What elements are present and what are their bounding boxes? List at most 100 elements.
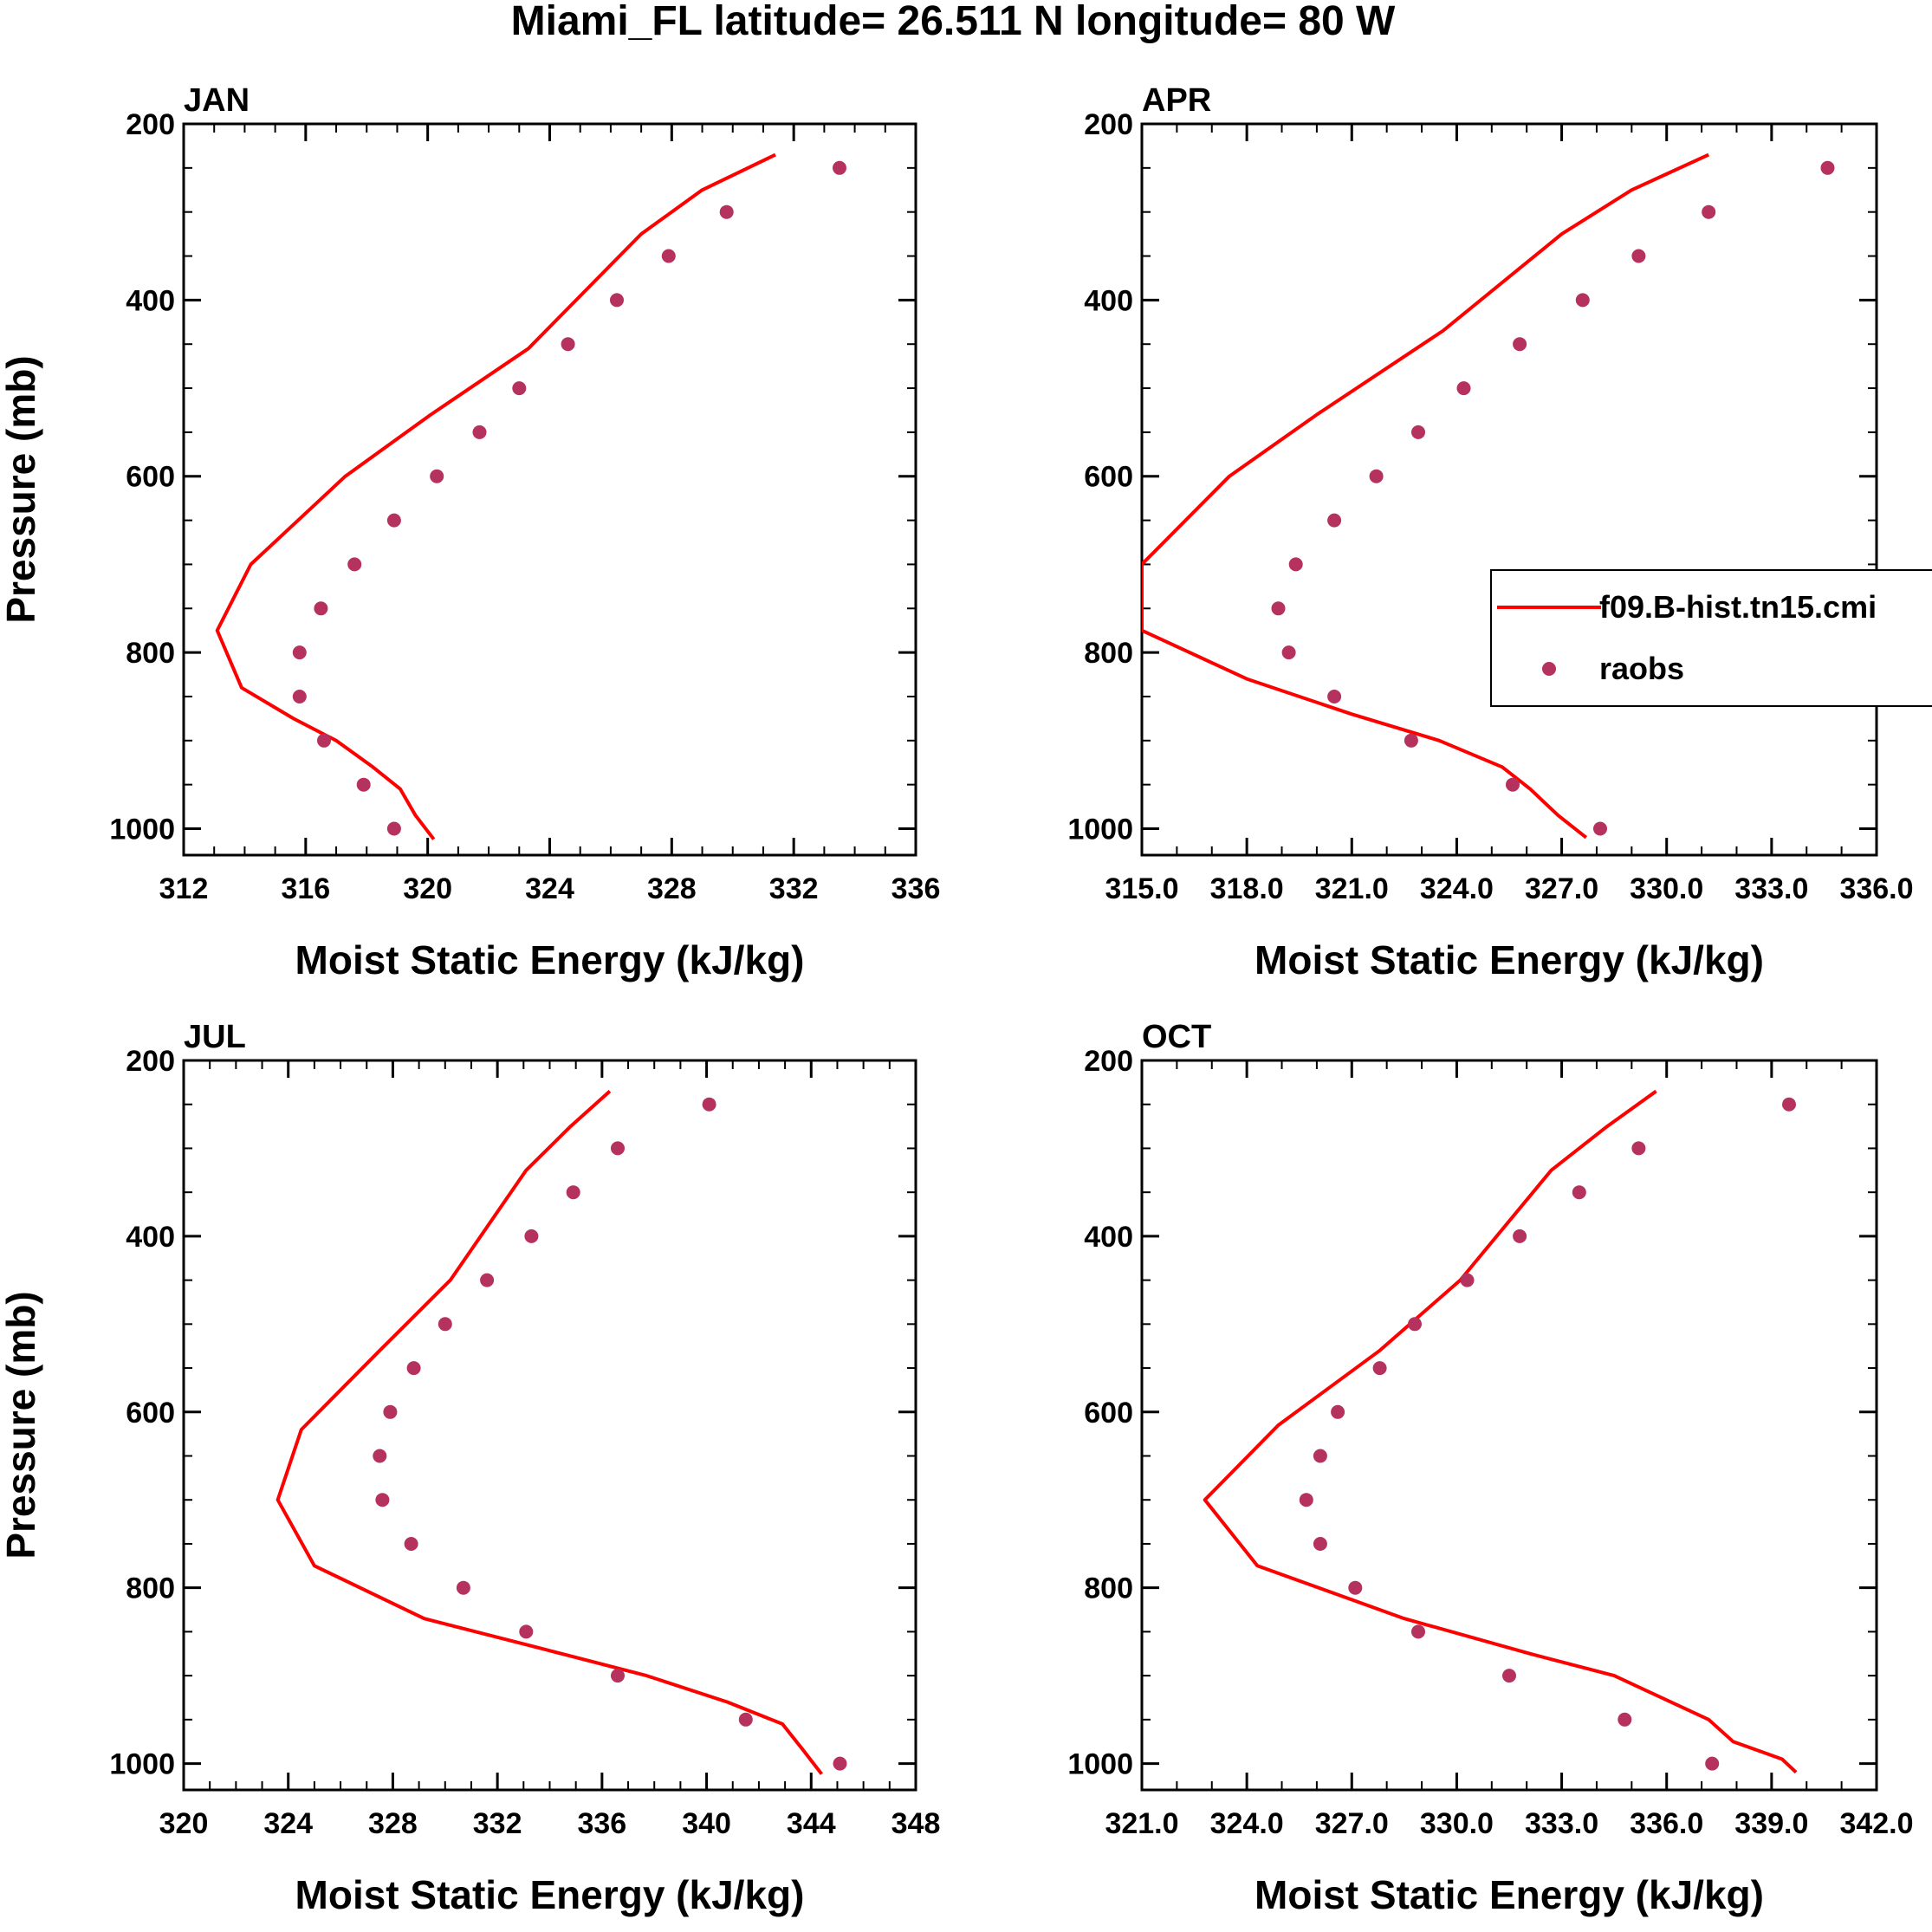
jul-raobs-point bbox=[611, 1141, 625, 1156]
jul-raobs-point bbox=[373, 1449, 387, 1463]
jan-y-tick-label: 800 bbox=[126, 637, 175, 670]
apr-raobs-point bbox=[1271, 601, 1286, 616]
apr-x-tick-label: 333.0 bbox=[1734, 872, 1808, 905]
jul-x-tick-label: 332 bbox=[473, 1807, 522, 1840]
panel-jan: 312 316 320 324 328 332 336 200 400 600 800 1000 JAN… bbox=[0, 82, 940, 982]
oct-model-line bbox=[1203, 1089, 1798, 1774]
oct-x-tick-label: 330.0 bbox=[1420, 1807, 1494, 1840]
jan-raobs-point bbox=[292, 645, 307, 660]
apr-y-tick-label: 1000 bbox=[1067, 813, 1133, 846]
legend-marker-swatch bbox=[1542, 662, 1556, 676]
jan-y-tick-label: 400 bbox=[126, 284, 175, 317]
apr-panel-title: APR bbox=[1142, 82, 1211, 119]
jul-raobs-point bbox=[566, 1185, 580, 1200]
jan-raobs-point bbox=[356, 777, 371, 792]
jan-raobs-point bbox=[430, 469, 444, 483]
apr-y-tick-label: 200 bbox=[1084, 108, 1133, 141]
apr-x-tick-label: 318.0 bbox=[1210, 872, 1284, 905]
legend-marker-label: raobs bbox=[1599, 651, 1684, 686]
apr-raobs-point bbox=[1327, 690, 1342, 703]
jul-panel-title: JUL bbox=[184, 1019, 246, 1055]
oct-raobs-point bbox=[1313, 1537, 1327, 1551]
oct-raobs-point bbox=[1618, 1712, 1632, 1727]
jul-y-tick-label: 200 bbox=[126, 1045, 175, 1078]
oct-x-axis-label: Moist Static Energy (kJ/kg) bbox=[1255, 1872, 1764, 1917]
apr-raobs-point bbox=[1820, 160, 1835, 175]
jul-x-tick-label: 328 bbox=[368, 1807, 418, 1840]
oct-raobs-point bbox=[1502, 1669, 1516, 1683]
jan-x-tick-label: 336 bbox=[891, 872, 941, 905]
jan-raobs-point bbox=[610, 293, 624, 308]
jul-raobs-point bbox=[524, 1229, 539, 1243]
oct-raobs-point bbox=[1513, 1229, 1527, 1243]
oct-x-tick-label: 327.0 bbox=[1315, 1807, 1389, 1840]
jan-raobs-point bbox=[833, 160, 846, 175]
apr-raobs-point bbox=[1281, 645, 1296, 660]
apr-y-tick-label: 400 bbox=[1084, 284, 1133, 317]
oct-raobs-point bbox=[1408, 1317, 1422, 1332]
oct-y-tick-label: 1000 bbox=[1067, 1748, 1133, 1781]
apr-raobs-point bbox=[1506, 777, 1520, 792]
jul-y-tick-label: 1000 bbox=[109, 1748, 175, 1781]
jul-y-tick-label: 400 bbox=[126, 1221, 175, 1254]
apr-model-line bbox=[1142, 152, 1710, 840]
oct-raobs-point bbox=[1631, 1141, 1646, 1156]
apr-x-tick-label: 327.0 bbox=[1525, 872, 1598, 905]
apr-raobs-point bbox=[1327, 513, 1342, 528]
jan-raobs-point bbox=[347, 557, 362, 572]
apr-y-tick-label: 800 bbox=[1084, 637, 1133, 670]
apr-raobs-point bbox=[1593, 821, 1607, 836]
oct-plot-frame bbox=[1140, 1059, 1878, 1792]
oct-raobs-point bbox=[1782, 1097, 1796, 1112]
jan-y-tick-label: 600 bbox=[126, 461, 175, 494]
apr-raobs-point bbox=[1411, 425, 1425, 439]
figure-title: Miami_FL latitude= 26.511 N longitude= 8… bbox=[511, 0, 1396, 44]
jan-model-line bbox=[215, 152, 776, 840]
jul-raobs-point bbox=[456, 1580, 470, 1595]
jan-raobs-point bbox=[561, 337, 575, 352]
oct-x-tick-label: 339.0 bbox=[1734, 1807, 1808, 1840]
jan-panel-title: JAN bbox=[184, 82, 250, 119]
apr-raobs-point bbox=[1404, 733, 1418, 748]
apr-raobs-point bbox=[1702, 204, 1716, 219]
oct-x-tick-label: 324.0 bbox=[1210, 1807, 1284, 1840]
jul-x-tick-label: 340 bbox=[682, 1807, 731, 1840]
jan-y-axis-label: Pressure (mb) bbox=[0, 355, 43, 623]
oct-raobs-point bbox=[1705, 1756, 1720, 1771]
oct-x-tick-label: 342.0 bbox=[1839, 1807, 1913, 1840]
apr-raobs-point bbox=[1369, 469, 1384, 483]
apr-plot-frame bbox=[1140, 122, 1878, 857]
jan-y-tick-label: 1000 bbox=[109, 813, 175, 846]
jul-x-tick-label: 324 bbox=[263, 1807, 313, 1840]
apr-raobs-point bbox=[1513, 337, 1527, 352]
jan-raobs-point bbox=[512, 381, 527, 396]
jul-x-tick-label: 344 bbox=[787, 1807, 836, 1840]
jan-raobs-point bbox=[386, 821, 401, 836]
jan-raobs-point bbox=[472, 425, 487, 439]
jul-y-tick-label: 600 bbox=[126, 1397, 175, 1430]
jan-x-tick-label: 320 bbox=[403, 872, 452, 905]
jul-raobs-point bbox=[404, 1537, 418, 1551]
jan-raobs-point bbox=[661, 249, 676, 263]
jul-raobs-point bbox=[833, 1756, 847, 1771]
panels: 312 316 320 324 328 332 336 200 400 600 800 1000 JAN… bbox=[0, 82, 1914, 1917]
apr-x-tick-label: 315.0 bbox=[1105, 872, 1178, 905]
jul-x-axis-label: Moist Static Energy (kJ/kg) bbox=[295, 1872, 805, 1917]
oct-x-tick-label: 336.0 bbox=[1630, 1807, 1703, 1840]
jul-x-tick-label: 348 bbox=[891, 1807, 941, 1840]
oct-raobs-point bbox=[1299, 1493, 1313, 1507]
jan-raobs-point bbox=[386, 513, 401, 528]
jul-raobs-point bbox=[519, 1624, 534, 1639]
jan-x-tick-label: 312 bbox=[159, 872, 209, 905]
jan-raobs-point bbox=[719, 204, 734, 219]
jan-x-tick-label: 324 bbox=[525, 872, 574, 905]
jan-x-tick-label: 316 bbox=[281, 872, 330, 905]
panel-oct: 321.0 324.0 327.0 330.0 333.0 336.0 339.0 342.0… bbox=[1067, 1019, 1913, 1917]
jul-x-tick-label: 336 bbox=[577, 1807, 626, 1840]
jul-raobs-point bbox=[611, 1669, 625, 1683]
oct-y-tick-label: 600 bbox=[1084, 1397, 1133, 1430]
oct-y-tick-label: 400 bbox=[1084, 1221, 1133, 1254]
apr-raobs-point bbox=[1288, 557, 1303, 572]
oct-x-tick-label: 333.0 bbox=[1525, 1807, 1598, 1840]
